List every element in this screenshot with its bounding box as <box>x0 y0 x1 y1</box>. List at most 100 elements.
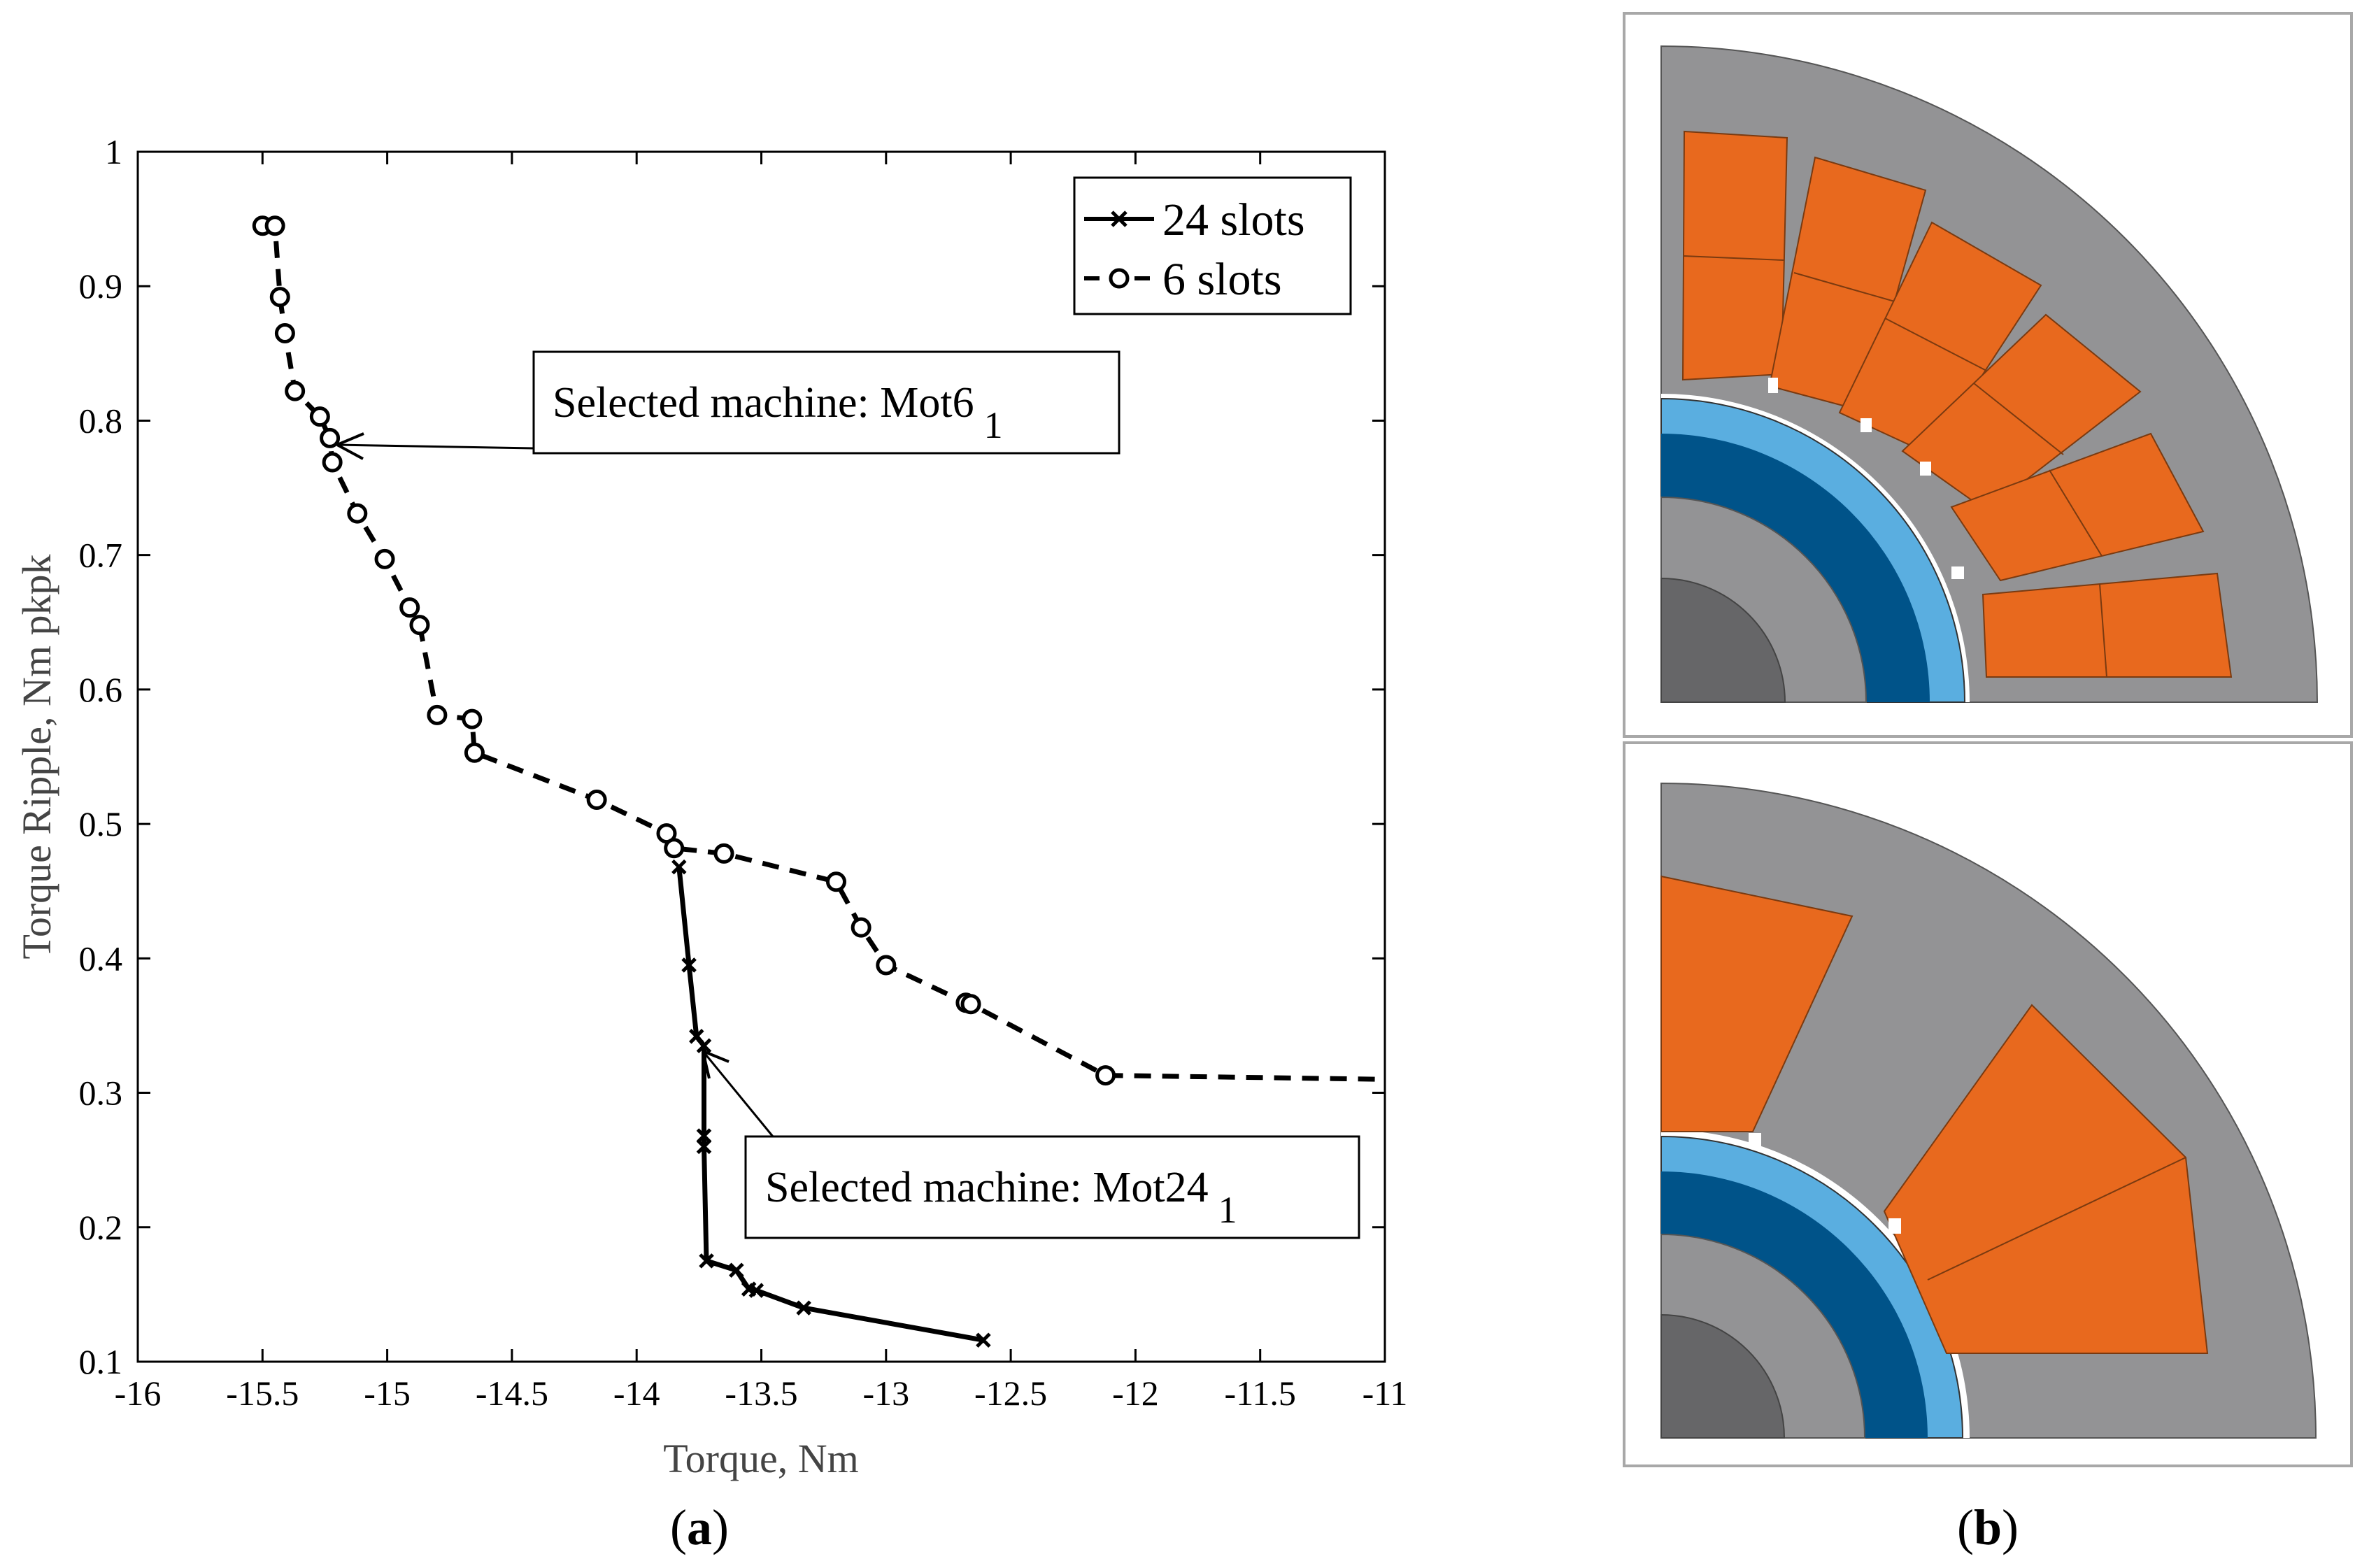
y-tick-label: 0.1 <box>79 1342 123 1381</box>
windings-24-slots <box>1681 130 2233 678</box>
coil-divider <box>1793 272 1898 303</box>
data-point <box>851 917 871 938</box>
slot-opening <box>1888 1218 1901 1234</box>
data-point <box>399 597 420 618</box>
coil-divider <box>1884 318 1987 371</box>
data-point <box>876 955 897 976</box>
slot-coil <box>1950 432 2205 582</box>
slot-coil <box>1901 313 2142 512</box>
series-lines <box>262 223 1386 1343</box>
data-point <box>664 838 685 859</box>
x-tick-label: -11 <box>1363 1374 1408 1413</box>
y-tick-label: 0.6 <box>79 670 123 709</box>
y-tick-label: 0.3 <box>79 1074 123 1113</box>
coil-divider <box>2099 583 2107 678</box>
annotation-mot24-box <box>744 1135 1360 1239</box>
data-point <box>347 503 368 524</box>
slot-opening <box>1920 462 1931 476</box>
data-point <box>699 1253 714 1269</box>
data-point <box>309 406 330 427</box>
y-axis-label: Torque Ripple, Nm pkpk <box>14 554 59 959</box>
data-point <box>696 1139 712 1155</box>
annotation-mot6-arrowhead <box>336 432 364 460</box>
slot-coil <box>1681 130 1788 381</box>
x-tick-label: -12 <box>1112 1374 1159 1413</box>
annotation-mot6-box <box>532 350 1120 455</box>
y-tick-label: 0.9 <box>79 266 123 306</box>
data-point <box>960 994 981 1015</box>
legend: 24 slots 6 slots <box>1073 176 1352 315</box>
legend-box <box>1073 176 1352 315</box>
slot-opening <box>1768 378 1778 393</box>
data-point <box>729 1262 744 1278</box>
data-point <box>285 380 306 401</box>
data-point <box>713 843 734 864</box>
slot-coil <box>1982 572 2233 678</box>
annotation-mot6-arrow <box>336 443 534 450</box>
legend-marker-24-slots <box>1111 211 1127 227</box>
coil-divider <box>1927 1157 2186 1281</box>
slot-opening <box>1951 566 1964 579</box>
data-point <box>796 1300 811 1316</box>
legend-marker-6-slots <box>1109 268 1130 289</box>
windings-6-slots <box>1660 875 2209 1354</box>
legend-label-6-slots: 6 slots <box>1162 254 1282 305</box>
slot-coil <box>1768 156 1927 413</box>
x-tick-label: -15.5 <box>226 1374 299 1413</box>
data-point <box>748 1283 764 1298</box>
data-point <box>269 287 290 308</box>
data-point <box>427 704 448 725</box>
data-point <box>274 323 295 343</box>
y-tick-label: 0.2 <box>79 1208 123 1247</box>
slot-coil <box>1660 875 1854 1132</box>
y-tick-label: 0.5 <box>79 804 123 843</box>
slot-coil <box>1883 1004 2209 1354</box>
coil-divider <box>1683 255 1784 261</box>
x-tick-label: -14.5 <box>476 1374 548 1413</box>
slot-opening <box>1749 1133 1761 1148</box>
x-axis-label: Torque, Nm <box>663 1436 858 1481</box>
x-tick-label: -15 <box>364 1374 411 1413</box>
shaft-6-slots <box>1660 1313 1786 1439</box>
x-tick-label: -12.5 <box>974 1374 1047 1413</box>
slot-openings-6-slots <box>1749 1133 1901 1234</box>
y-tick-label: 0.4 <box>79 939 123 978</box>
data-point <box>320 427 341 448</box>
annotation-mot6-text: Selected machine: Mot6 1 <box>553 379 1003 446</box>
torque-ripple-chart: -16 -15.5 -15 -14.5 -14 -13.5 -13 -12.5 -12 -11.5… <box>14 132 1407 1555</box>
panel-label-b: (b) <box>1957 1499 2019 1555</box>
x-tick-label: -13 <box>862 1374 909 1413</box>
shaft-24-slots <box>1660 577 1786 703</box>
coil-divider <box>1973 383 2064 455</box>
data-point <box>462 708 483 729</box>
panel-label-a: (a) <box>670 1499 729 1555</box>
data-point <box>671 859 687 875</box>
axis-ticks: -16 -15.5 -15 -14.5 -14 -13.5 -13 -12.5 -12 -11.5… <box>79 132 1408 1413</box>
data-point <box>322 452 343 473</box>
data-point <box>409 615 430 636</box>
coil-divider <box>2049 469 2103 557</box>
legend-label-24-slots: 24 slots <box>1162 194 1305 245</box>
x-tick-label: -13.5 <box>725 1374 797 1413</box>
data-point <box>825 871 846 892</box>
x-tick-label: -14 <box>613 1374 660 1413</box>
series-markers <box>252 215 1116 1348</box>
y-tick-label: 1 <box>105 132 122 171</box>
annotation-mot24-text: Selected machine: Mot24 1 <box>765 1164 1237 1231</box>
y-tick-label: 0.7 <box>79 536 123 575</box>
data-point <box>1095 1065 1116 1086</box>
machine-6-slots <box>1623 741 2353 1467</box>
data-point <box>264 215 285 236</box>
data-point <box>696 1038 712 1054</box>
annotation-mot24: Selected machine: Mot24 1 <box>702 1050 1360 1239</box>
slot-openings-24-slots <box>1768 378 1964 579</box>
series-line-24-slots <box>676 867 984 1343</box>
data-point <box>586 790 607 811</box>
slot-coil <box>1838 221 2042 456</box>
x-tick-label: -16 <box>115 1374 162 1413</box>
data-point <box>464 742 485 763</box>
annotation-mot24-arrowhead <box>702 1050 730 1079</box>
annotation-mot24-arrow <box>702 1050 774 1137</box>
data-point <box>374 548 395 569</box>
